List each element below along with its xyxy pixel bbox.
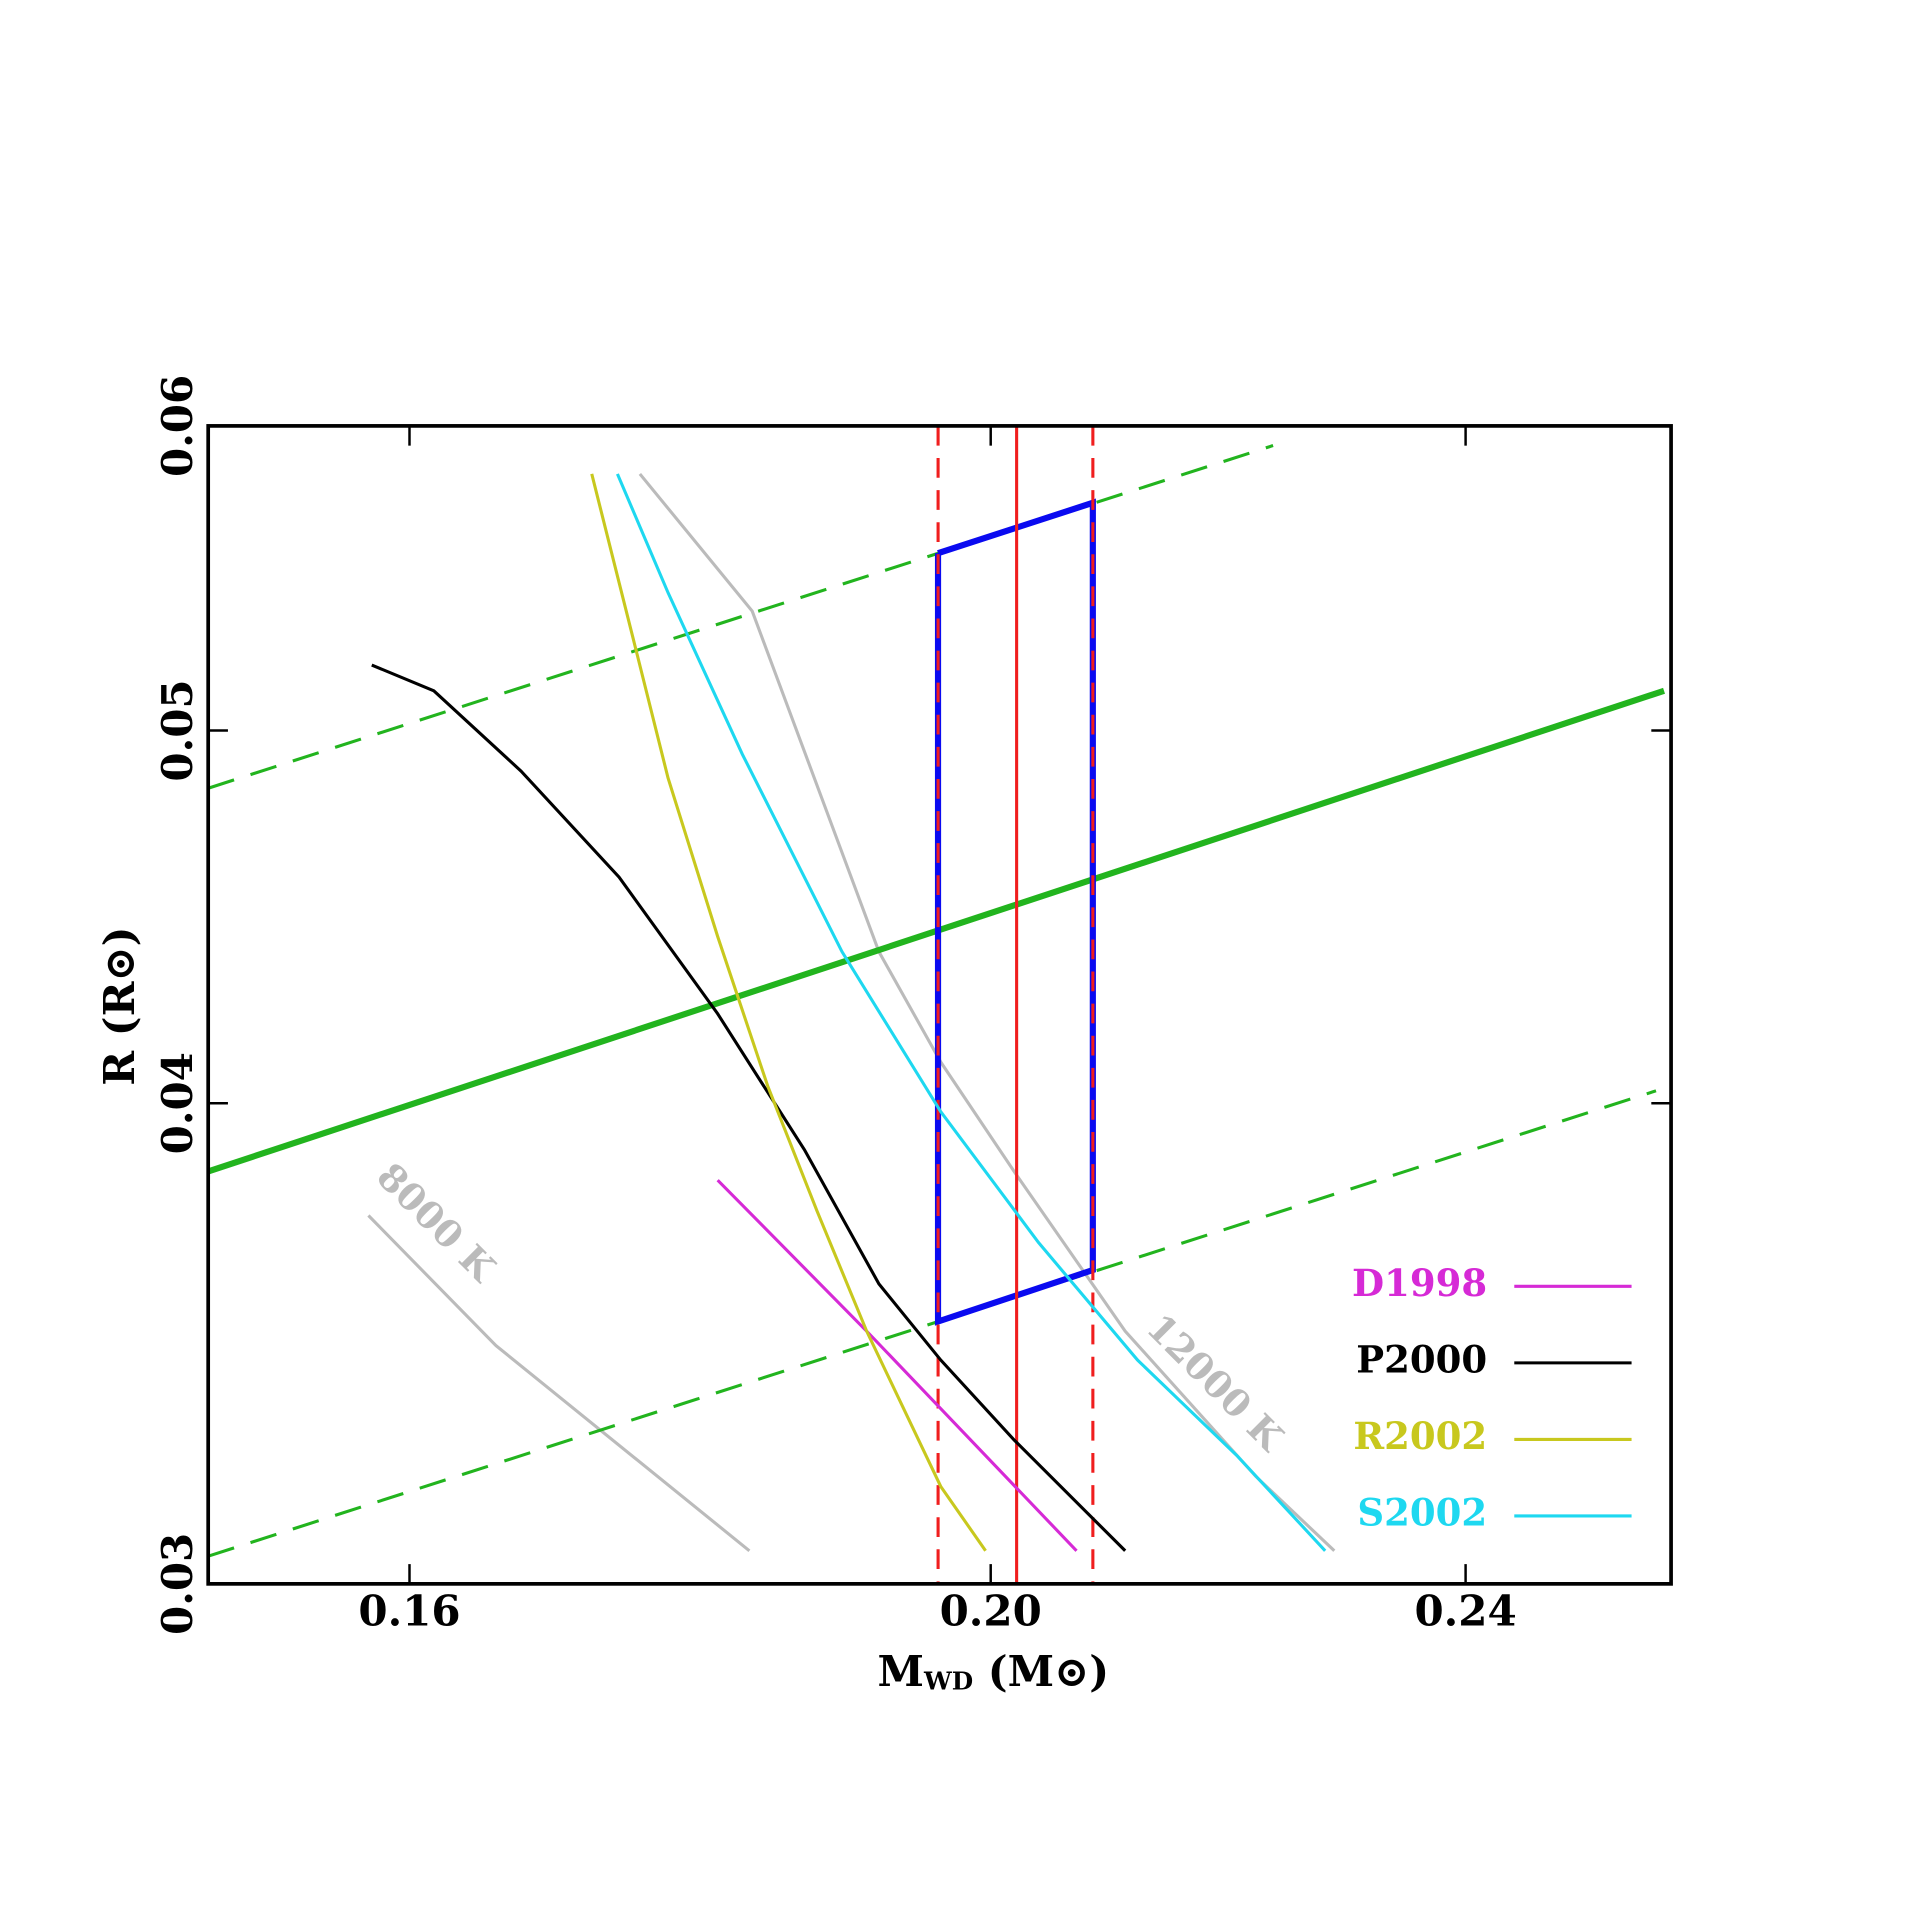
y-tick-label: 0.06 bbox=[153, 375, 202, 477]
series-line bbox=[616, 473, 1327, 1552]
x-label-rest: (M⊙) bbox=[973, 1647, 1109, 1696]
x-axis-label: MWD (M⊙) bbox=[878, 1647, 1110, 1696]
y-tick-label: 0.05 bbox=[153, 679, 202, 781]
series-line bbox=[590, 473, 987, 1552]
legend-label: D1998 bbox=[1352, 1261, 1487, 1305]
y-tick-label: 0.03 bbox=[153, 1533, 202, 1635]
plot-frame bbox=[206, 424, 1673, 1586]
line bbox=[367, 1214, 751, 1552]
line bbox=[207, 1089, 1657, 1558]
x-tick-label: 0.20 bbox=[940, 1587, 1042, 1636]
line bbox=[207, 444, 1274, 790]
x-tick-label: 0.16 bbox=[358, 1587, 460, 1636]
legend-label: P2000 bbox=[1356, 1337, 1487, 1381]
x-tick-label: 0.24 bbox=[1414, 1587, 1516, 1636]
y-axis-label: R (R⊙) bbox=[95, 926, 144, 1085]
legend-label: S2002 bbox=[1357, 1490, 1487, 1534]
series-line bbox=[371, 663, 1127, 1552]
x-label-sub: WD bbox=[923, 1666, 973, 1695]
legend-label: R2002 bbox=[1353, 1414, 1487, 1458]
x-label-main: M bbox=[878, 1647, 924, 1696]
y-tick-label: 0.04 bbox=[153, 1052, 202, 1154]
